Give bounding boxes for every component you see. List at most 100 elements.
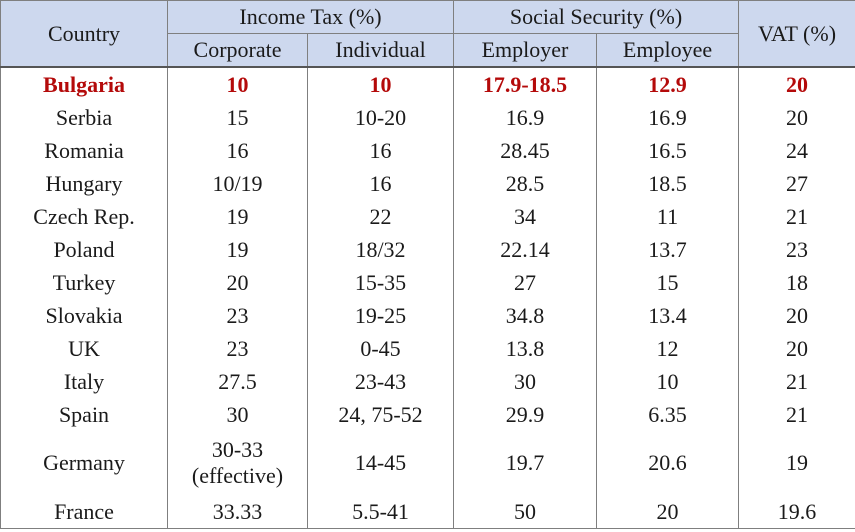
table-row: Romania 16 16 28.45 16.5 24	[0, 134, 855, 167]
cell-employer: 27	[453, 266, 597, 299]
cell-vat: 24	[738, 134, 855, 167]
cell-employee: 18.5	[595, 167, 740, 200]
cell-employee: 10	[595, 365, 740, 398]
cell-employer: 34.8	[453, 299, 597, 332]
cell-employee: 15	[595, 266, 740, 299]
cell-corporate: 19	[167, 233, 308, 266]
table-row: Hungary 10/19 16 28.5 18.5 27	[0, 167, 855, 200]
cell-corporate: 33.33	[167, 495, 308, 529]
cell-individual: 18/32	[307, 233, 454, 266]
table-row: Italy 27.5 23-43 30 10 21	[0, 365, 855, 398]
cell-employee: 16.9	[595, 101, 740, 134]
cell-corporate: 30-33 (effective)	[167, 431, 308, 495]
cell-employer: 17.9-18.5	[453, 66, 597, 101]
header-vat: VAT (%)	[738, 0, 855, 68]
cell-employer: 28.5	[453, 167, 597, 200]
cell-country: Turkey	[0, 266, 168, 299]
cell-vat: 19	[738, 431, 855, 495]
cell-individual: 10-20	[307, 101, 454, 134]
cell-employee: 20	[595, 495, 740, 529]
cell-corporate: 23	[167, 332, 308, 365]
cell-individual: 0-45	[307, 332, 454, 365]
header-income-tax: Income Tax (%)	[167, 0, 454, 34]
cell-country: Romania	[0, 134, 168, 167]
cell-vat: 18	[738, 266, 855, 299]
table-row: Poland 19 18/32 22.14 13.7 23	[0, 233, 855, 266]
header-social-security: Social Security (%)	[452, 0, 740, 34]
cell-employer: 22.14	[453, 233, 597, 266]
cell-country: France	[0, 495, 168, 529]
cell-corporate-note: (effective)	[191, 463, 284, 488]
cell-employer: 30	[453, 365, 597, 398]
cell-vat: 21	[738, 365, 855, 398]
cell-corporate: 10/19	[167, 167, 308, 200]
cell-vat: 27	[738, 167, 855, 200]
cell-employee: 13.7	[595, 233, 740, 266]
header-employee: Employee	[595, 33, 740, 68]
header-individual: Individual	[307, 33, 454, 68]
cell-vat: 19.6	[738, 495, 855, 529]
cell-employer: 19.7	[453, 431, 597, 495]
table-body: Bulgaria 10 10 17.9-18.5 12.9 20 Serbia …	[0, 66, 855, 529]
cell-country: Serbia	[0, 101, 168, 134]
cell-vat: 23	[738, 233, 855, 266]
cell-vat: 20	[738, 332, 855, 365]
cell-individual: 16	[307, 167, 454, 200]
cell-employee: 12	[595, 332, 740, 365]
cell-individual: 24, 75-52	[307, 398, 454, 431]
cell-employee: 16.5	[595, 134, 740, 167]
cell-country: Italy	[0, 365, 168, 398]
cell-individual: 14-45	[307, 431, 454, 495]
cell-vat: 21	[738, 398, 855, 431]
cell-vat: 20	[738, 299, 855, 332]
table-row: Bulgaria 10 10 17.9-18.5 12.9 20	[0, 66, 855, 101]
cell-employer: 34	[453, 200, 597, 233]
cell-corporate: 15	[167, 101, 308, 134]
cell-corporate-value: 30-33	[211, 437, 264, 462]
cell-country: Germany	[0, 431, 168, 495]
cell-country: Hungary	[0, 167, 168, 200]
cell-country: UK	[0, 332, 168, 365]
cell-individual: 15-35	[307, 266, 454, 299]
cell-individual: 16	[307, 134, 454, 167]
cell-vat: 21	[738, 200, 855, 233]
table-row: Slovakia 23 19-25 34.8 13.4 20	[0, 299, 855, 332]
cell-individual: 10	[307, 66, 454, 101]
cell-corporate: 23	[167, 299, 308, 332]
cell-individual: 5.5-41	[307, 495, 454, 529]
cell-corporate: 10	[167, 66, 308, 101]
table-row: UK 23 0-45 13.8 12 20	[0, 332, 855, 365]
cell-employee: 20.6	[595, 431, 740, 495]
table-row: Turkey 20 15-35 27 15 18	[0, 266, 855, 299]
cell-country: Czech Rep.	[0, 200, 168, 233]
table-row: Germany 30-33 (effective) 14-45 19.7 20.…	[0, 431, 855, 495]
table-row: France 33.33 5.5-41 50 20 19.6	[0, 495, 855, 529]
cell-corporate: 27.5	[167, 365, 308, 398]
cell-employer: 29.9	[453, 398, 597, 431]
cell-employee: 13.4	[595, 299, 740, 332]
table-row: Spain 30 24, 75-52 29.9 6.35 21	[0, 398, 855, 431]
cell-employer: 13.8	[453, 332, 597, 365]
cell-corporate: 16	[167, 134, 308, 167]
cell-country: Bulgaria	[0, 66, 168, 101]
cell-individual: 22	[307, 200, 454, 233]
cell-employer: 28.45	[453, 134, 597, 167]
cell-employee: 11	[595, 200, 740, 233]
cell-corporate: 20	[167, 266, 308, 299]
cell-employee: 6.35	[595, 398, 740, 431]
header-corporate: Corporate	[167, 33, 308, 68]
cell-country: Slovakia	[0, 299, 168, 332]
cell-vat: 20	[738, 101, 855, 134]
cell-individual: 23-43	[307, 365, 454, 398]
cell-employee: 12.9	[595, 66, 740, 101]
header-country: Country	[0, 0, 168, 68]
header-employer: Employer	[453, 33, 597, 68]
cell-individual: 19-25	[307, 299, 454, 332]
table-row: Czech Rep. 19 22 34 11 21	[0, 200, 855, 233]
cell-corporate: 30	[167, 398, 308, 431]
cell-vat: 20	[738, 66, 855, 101]
cell-country: Poland	[0, 233, 168, 266]
table-row: Serbia 15 10-20 16.9 16.9 20	[0, 101, 855, 134]
cell-corporate: 19	[167, 200, 308, 233]
